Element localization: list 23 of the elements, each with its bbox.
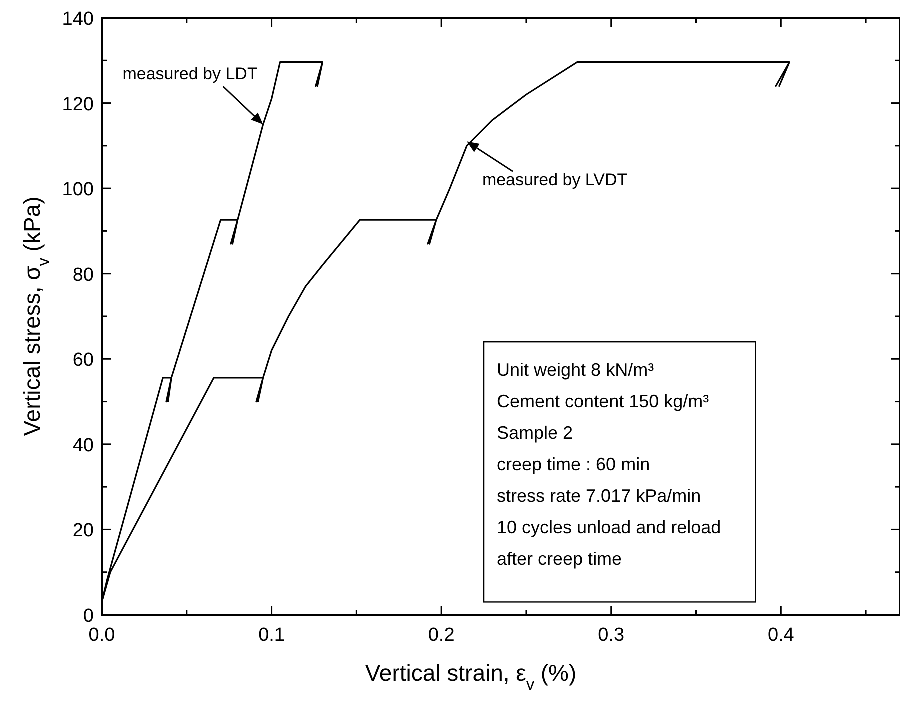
x-tick-label: 0.4 [768,625,795,646]
y-tick-label: 60 [72,350,94,372]
x-tick-label: 0.3 [598,625,625,646]
y-tick-label: 80 [72,264,94,286]
y-tick-label: 20 [72,520,94,542]
x-tick-label: 0.0 [88,625,116,646]
y-tick-label: 140 [62,9,94,30]
annotation: 10 cycles unload and reload [497,518,722,538]
y-tick-label: 100 [62,180,94,201]
annotation: Unit weight 8 kN/m³ [497,360,654,380]
x-tick-label: 0.2 [428,625,455,646]
x-tick-label: 0.1 [258,625,285,646]
annotation: Sample 2 [497,423,574,444]
x-axis-title: Vertical strain, ε$_{v}$ (%) [365,660,577,694]
y-tick-label: 0 [83,606,94,627]
annotation: stress rate 7.017 kPa/min [497,486,702,506]
annotation: measured by LVDT [482,170,628,190]
annotation: after creep time [497,549,622,570]
y-tick-label: 120 [62,94,94,116]
annotation: measured by LDT [122,64,258,84]
annotation: creep time : 60 min [497,454,650,475]
y-tick-label: 40 [72,435,94,456]
annotation: Cement content 150 kg/m³ [497,392,710,412]
